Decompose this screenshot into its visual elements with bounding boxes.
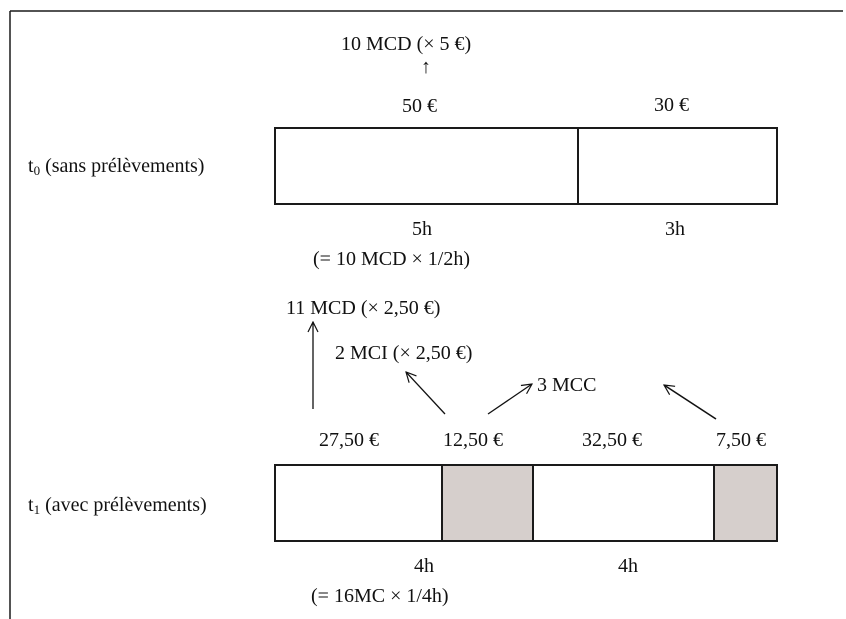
t1-row-label: t1 (avec prélèvements) (28, 495, 207, 516)
t1-value-2: 12,50 € (443, 429, 503, 451)
t0-top-note: 10 MCD (× 5 €) (341, 33, 472, 55)
t1-row-label-prefix: t (28, 494, 34, 516)
arrow-from-12-50-to-mcc (487, 384, 532, 415)
t1-note-mcd: 11 MCD (× 2,50 €) (286, 297, 441, 319)
t1-segment-3 (532, 464, 715, 542)
t0-value-2: 30 € (654, 94, 689, 116)
t1-row-label-suffix: (avec prélèvements) (40, 494, 207, 516)
t0-row-label-subscript: 0 (33, 163, 41, 178)
t1-segment-4-shaded (713, 464, 778, 542)
t1-value-4: 7,50 € (716, 429, 766, 451)
t0-row-label-suffix: (sans prélèvements) (40, 155, 205, 177)
t1-note-mci: 2 MCI (× 2,50 €) (335, 342, 473, 364)
t1-duration-2: 4h (618, 555, 638, 577)
t1-value-1: 27,50 € (319, 429, 379, 451)
t1-duration-1: 4h (414, 555, 434, 577)
t0-row-label: t0 (sans prélèvements) (28, 156, 204, 177)
t1-duration-note: (= 16MC × 1/4h) (311, 585, 449, 607)
t0-duration-1: 5h (412, 218, 432, 240)
t0-segment-2 (577, 127, 778, 205)
t1-segment-1 (274, 464, 443, 542)
t0-duration-note: (= 10 MCD × 1/2h) (313, 248, 471, 270)
t1-row-label-subscript: 1 (33, 502, 41, 517)
t0-up-arrow-icon: ↑ (421, 56, 431, 78)
t1-value-3: 32,50 € (582, 429, 642, 451)
arrow-from-7-50-to-mcc (664, 385, 717, 420)
t1-note-mcc: 3 MCC (537, 374, 597, 396)
t0-duration-2: 3h (665, 218, 685, 240)
t1-segment-2-shaded (441, 464, 534, 542)
t0-segment-1 (274, 127, 579, 205)
t0-row-label-prefix: t (28, 155, 34, 177)
arrow-to-mci (406, 372, 446, 415)
t0-value-1: 50 € (402, 95, 437, 117)
